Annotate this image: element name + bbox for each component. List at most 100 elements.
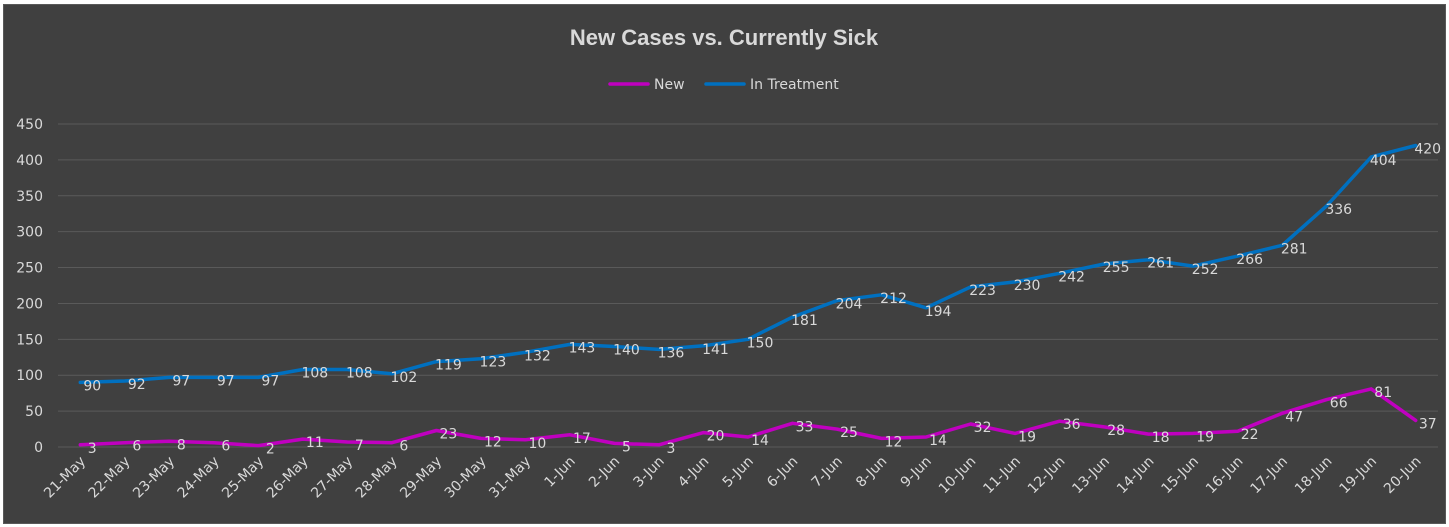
x-tick-label: 10-Jun [936, 454, 980, 498]
x-axis: 21-May22-May23-May24-May25-May26-May27-M… [41, 454, 1424, 502]
data-label: 92 [128, 377, 146, 393]
x-tick-label: 12-Jun [1025, 454, 1069, 498]
x-tick-label: 6-Jun [764, 454, 801, 491]
x-tick-label: 7-Jun [809, 454, 846, 491]
data-label: 420 [1414, 142, 1441, 158]
data-label: 2 [266, 442, 275, 458]
legend-label: New [654, 77, 685, 93]
x-tick-label: 2-Jun [586, 454, 623, 491]
data-label: 6 [132, 439, 141, 455]
data-label: 143 [569, 340, 596, 356]
data-label: 252 [1192, 262, 1219, 278]
data-label: 6 [221, 439, 230, 455]
y-tick-label: 350 [16, 189, 43, 205]
data-label: 19 [1196, 429, 1214, 445]
x-tick-label: 19-Jun [1337, 454, 1381, 498]
data-label: 102 [391, 370, 418, 386]
data-label: 181 [791, 313, 818, 329]
x-tick-label: 18-Jun [1292, 454, 1336, 498]
data-label: 90 [83, 378, 101, 394]
data-label: 14 [929, 433, 947, 449]
series-line-in-treatment [78, 143, 1418, 385]
data-label: 132 [524, 348, 551, 364]
data-label: 3 [88, 441, 97, 457]
data-label: 97 [172, 373, 190, 389]
x-tick-label: 27-May [308, 454, 356, 502]
x-tick-label: 21-May [41, 454, 89, 502]
gridlines [58, 123, 1438, 448]
data-label: 66 [1330, 396, 1348, 412]
data-label: 97 [261, 373, 279, 389]
x-tick-label: 3-Jun [631, 454, 668, 491]
data-label: 150 [747, 335, 774, 351]
y-axis: 0 50 100 150 200 250 300 350 400 450 [16, 117, 43, 456]
x-tick-label: 11-Jun [980, 454, 1024, 498]
data-label: 28 [1107, 423, 1125, 439]
x-tick-label: 13-Jun [1069, 454, 1113, 498]
legend-item-new: New [608, 77, 685, 93]
data-label: 108 [346, 365, 373, 381]
x-tick-label: 17-Jun [1248, 454, 1292, 498]
data-label: 12 [885, 434, 903, 450]
data-label: 17 [573, 431, 591, 447]
x-tick-label: 29-May [397, 454, 445, 502]
data-label: 32 [974, 420, 992, 436]
data-label: 3 [667, 441, 676, 457]
data-label: 36 [1063, 417, 1081, 433]
legend-item-in-treatment: In Treatment [704, 77, 839, 93]
y-tick-label: 100 [16, 368, 43, 384]
data-label: 97 [217, 373, 235, 389]
x-tick-label: 4-Jun [675, 454, 712, 491]
x-tick-label: 31-May [486, 454, 534, 502]
data-label: 11 [306, 435, 324, 451]
y-tick-label: 150 [16, 332, 43, 348]
x-tick-label: 22-May [86, 454, 134, 502]
y-tick-label: 400 [16, 153, 43, 169]
x-tick-label: 14-Jun [1114, 454, 1158, 498]
data-label: 212 [880, 291, 907, 307]
spreadsheet-edge [0, 0, 1449, 4]
data-label: 5 [622, 439, 631, 455]
data-label: 266 [1236, 252, 1263, 268]
data-label: 336 [1325, 202, 1352, 218]
x-tick-label: 20-Jun [1381, 454, 1425, 498]
data-label: 255 [1103, 260, 1130, 276]
x-tick-label: 28-May [353, 454, 401, 502]
data-label: 81 [1374, 385, 1392, 401]
y-tick-label: 450 [16, 117, 43, 133]
x-tick-label: 24-May [175, 454, 223, 502]
x-tick-label: 5-Jun [720, 454, 757, 491]
x-tick-label: 9-Jun [898, 454, 935, 491]
y-tick-label: 50 [25, 404, 43, 420]
data-label: 119 [435, 358, 462, 374]
data-label: 23 [439, 426, 457, 442]
data-label: 47 [1285, 409, 1303, 425]
data-label: 37 [1419, 416, 1437, 432]
data-label: 108 [301, 365, 328, 381]
data-label: 12 [484, 434, 502, 450]
data-label: 141 [702, 342, 729, 358]
x-tick-label: 30-May [442, 454, 490, 502]
x-tick-label: 8-Jun [853, 454, 890, 491]
data-label: 20 [707, 429, 725, 445]
data-label: 194 [925, 304, 952, 320]
series-lines [78, 143, 1418, 448]
y-tick-label: 0 [34, 440, 43, 456]
x-tick-label: 1-Jun [542, 454, 579, 491]
data-label: 230 [1014, 278, 1041, 294]
x-tick-label: 25-May [219, 454, 267, 502]
data-label: 281 [1281, 241, 1308, 257]
x-tick-label: 16-Jun [1203, 454, 1247, 498]
legend-label: In Treatment [750, 77, 839, 93]
legend: New In Treatment [608, 77, 839, 93]
data-label: 261 [1147, 256, 1174, 272]
x-tick-label: 26-May [264, 454, 312, 502]
data-label: 8 [177, 437, 186, 453]
data-label: 22 [1241, 427, 1259, 443]
y-tick-label: 300 [16, 225, 43, 241]
data-label: 19 [1018, 429, 1036, 445]
y-tick-label: 250 [16, 261, 43, 277]
data-label: 404 [1370, 153, 1397, 169]
